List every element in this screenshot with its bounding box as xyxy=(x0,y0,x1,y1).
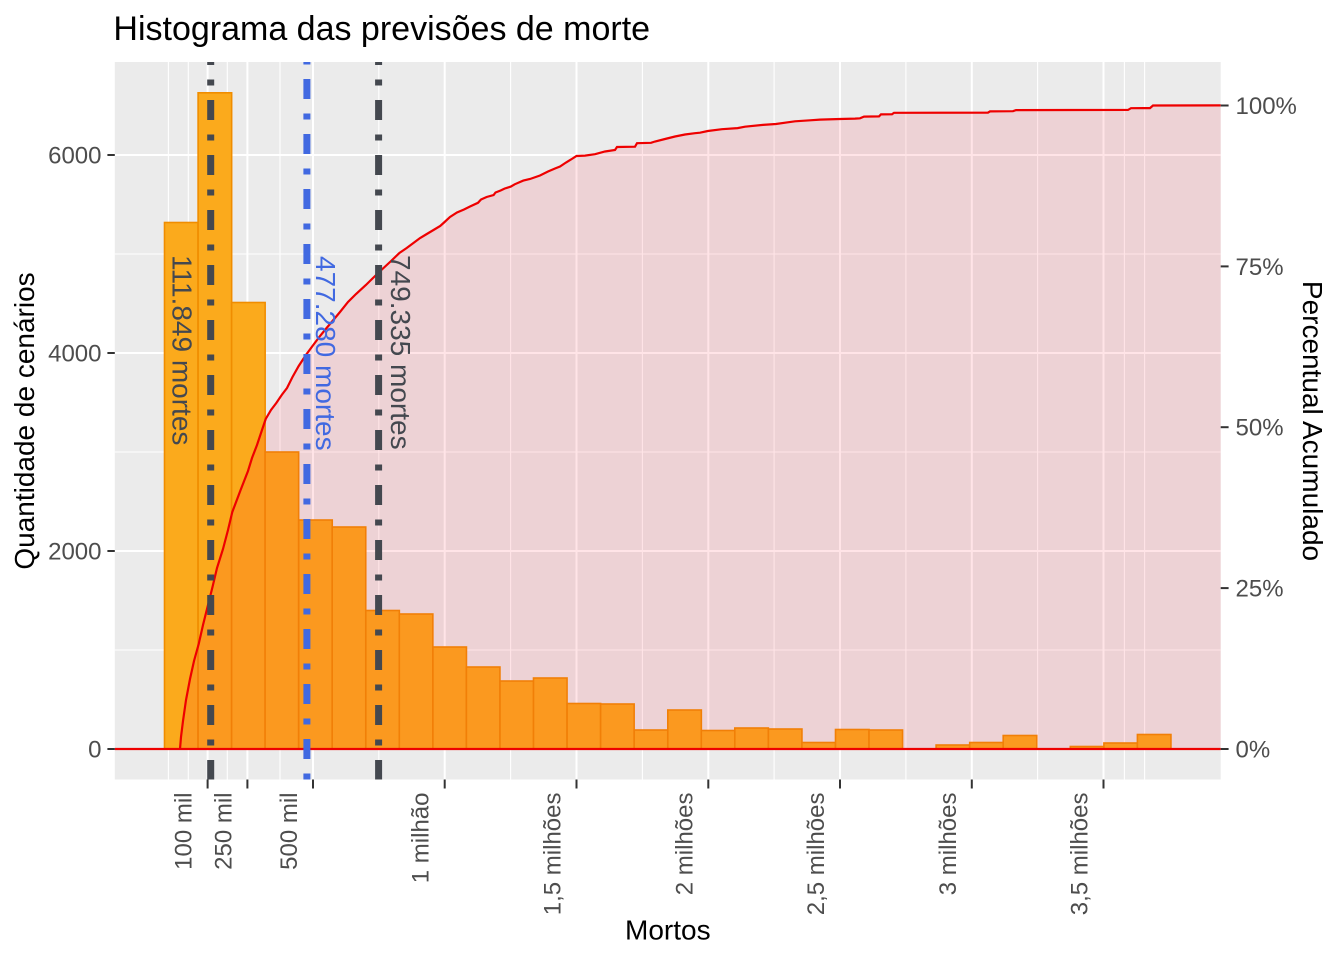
svg-text:250 mil: 250 mil xyxy=(210,793,237,870)
svg-text:2 milhões: 2 milhões xyxy=(671,793,698,896)
svg-text:25%: 25% xyxy=(1236,576,1284,603)
svg-text:75%: 75% xyxy=(1236,254,1284,281)
svg-text:2,5 milhões: 2,5 milhões xyxy=(803,793,830,916)
svg-text:0: 0 xyxy=(88,737,101,764)
svg-text:500 mil: 500 mil xyxy=(276,793,303,870)
svg-text:100%: 100% xyxy=(1236,93,1297,120)
svg-text:Percentual Acumulado: Percentual Acumulado xyxy=(1297,281,1328,561)
svg-text:50%: 50% xyxy=(1236,415,1284,442)
svg-text:6000: 6000 xyxy=(48,143,101,170)
svg-text:0%: 0% xyxy=(1236,737,1271,764)
svg-text:1,5 milhões: 1,5 milhões xyxy=(540,793,567,916)
svg-text:4000: 4000 xyxy=(48,341,101,368)
svg-text:749.335 mortes: 749.335 mortes xyxy=(385,255,416,450)
svg-text:100 mil: 100 mil xyxy=(171,793,198,870)
svg-text:2000: 2000 xyxy=(48,539,101,566)
svg-text:Mortos: Mortos xyxy=(625,915,711,946)
svg-text:3,5 milhões: 3,5 milhões xyxy=(1067,793,1094,916)
svg-text:1 milhão: 1 milhão xyxy=(408,793,435,884)
svg-text:3 milhões: 3 milhões xyxy=(935,793,962,896)
svg-text:477.280 mortes: 477.280 mortes xyxy=(310,256,341,451)
svg-text:111.849 mortes: 111.849 mortes xyxy=(167,255,198,445)
svg-text:Histograma das previsões de mo: Histograma das previsões de morte xyxy=(113,10,650,48)
svg-text:Quantidade de cenários: Quantidade de cenários xyxy=(9,272,40,569)
